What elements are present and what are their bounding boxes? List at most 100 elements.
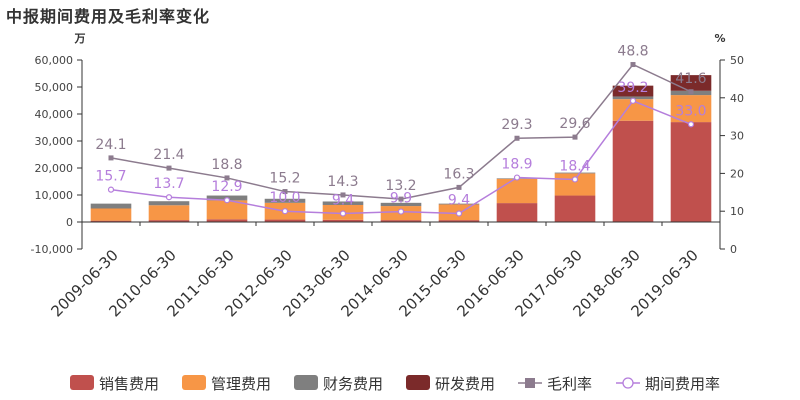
- right-axis-tick-label: 40: [730, 92, 744, 105]
- legend-marker: [525, 378, 535, 388]
- right-axis-tick-label: 10: [730, 205, 744, 218]
- point-marker-毛利率: [282, 189, 288, 195]
- left-axis-tick-label: -10,000: [31, 243, 73, 256]
- left-axis-tick-label: 30,000: [35, 135, 74, 148]
- point-marker-期间费用率: [339, 210, 347, 217]
- left-axis-tick-label: 20,000: [35, 162, 74, 175]
- point-marker-期间费用率: [571, 176, 579, 183]
- bar-segment-销售费用: [206, 219, 248, 222]
- data-label-期间费用率: 9.4: [448, 192, 470, 208]
- legend-item: 财务费用: [294, 375, 383, 393]
- data-label-期间费用率: 15.7: [95, 169, 126, 185]
- legend-label: 毛利率: [547, 375, 592, 393]
- data-label-毛利率: 18.8: [211, 157, 242, 173]
- point-marker-期间费用率: [223, 197, 231, 204]
- data-label-毛利率: 29.3: [501, 117, 532, 133]
- point-marker-毛利率: [572, 134, 578, 140]
- bar-segment-销售费用: [554, 195, 596, 222]
- data-label-期间费用率: 10.0: [269, 190, 300, 206]
- left-axis-tick-label: 50,000: [35, 81, 74, 94]
- data-label-毛利率: 29.6: [559, 116, 590, 132]
- line-layer: [107, 62, 695, 217]
- legend-label: 销售费用: [99, 375, 159, 393]
- bar-segment-财务费用: [90, 203, 132, 209]
- legend-swatch: [294, 375, 318, 390]
- point-marker-毛利率: [340, 192, 346, 198]
- legend-item: 研发费用: [406, 375, 495, 393]
- legend-item: 期间费用率: [616, 375, 720, 393]
- bar-segment-管理费用: [670, 95, 712, 123]
- left-axis-tick-label: 60,000: [35, 54, 74, 67]
- point-marker-期间费用率: [281, 208, 289, 215]
- data-label-期间费用率: 12.9: [211, 179, 242, 195]
- data-label-期间费用率: 13.7: [153, 176, 184, 192]
- legend-item: 管理费用: [182, 375, 271, 393]
- left-axis-tick-label: 40,000: [35, 108, 74, 121]
- data-label-毛利率: 14.3: [327, 174, 358, 190]
- bar-segment-销售费用: [438, 220, 480, 222]
- point-marker-毛利率: [166, 165, 172, 171]
- right-axis-tick-label: 30: [730, 130, 744, 143]
- legend-label: 管理费用: [211, 375, 271, 393]
- bar-segment-财务费用: [554, 172, 596, 174]
- label-layer: 24.1 21.4 18.8 15.2 14.3 13.2 16.3 29.3 29.6 48.8…: [95, 44, 706, 209]
- bar-segment-销售费用: [380, 220, 422, 222]
- bar-segment-销售费用: [670, 122, 712, 222]
- bar-segment-财务费用: [322, 201, 364, 205]
- right-axis-tick-label: 0: [730, 243, 737, 256]
- data-label-期间费用率: 39.2: [617, 80, 648, 96]
- data-label-期间费用率: 9.9: [390, 191, 412, 207]
- legend-label: 研发费用: [435, 375, 495, 393]
- point-marker-毛利率: [224, 175, 230, 181]
- bar-segment-财务费用: [148, 201, 190, 206]
- data-label-期间费用率: 33.0: [675, 103, 706, 119]
- bar-segment-财务费用: [438, 203, 480, 205]
- data-label-期间费用率: 18.4: [559, 158, 590, 174]
- point-marker-期间费用率: [629, 97, 637, 104]
- bar-segment-财务费用: [380, 202, 422, 207]
- point-marker-毛利率: [398, 196, 404, 202]
- point-marker-期间费用率: [397, 208, 405, 215]
- data-label-毛利率: 16.3: [443, 166, 474, 182]
- legend-swatch: [70, 375, 94, 390]
- bar-segment-管理费用: [206, 200, 248, 220]
- legend-marker: [622, 377, 634, 389]
- bar-segment-销售费用: [264, 219, 306, 222]
- bar-segment-研发费用: [612, 85, 654, 97]
- bar-segment-销售费用: [496, 203, 538, 222]
- point-marker-毛利率: [688, 89, 694, 95]
- bar-segment-管理费用: [496, 178, 538, 204]
- legend-item: 毛利率: [518, 375, 592, 393]
- data-label-毛利率: 24.1: [95, 137, 126, 153]
- legend-swatch: [406, 375, 430, 390]
- legend-label: 财务费用: [323, 375, 383, 393]
- bar-segment-财务费用: [264, 198, 306, 203]
- bar-segment-销售费用: [90, 220, 132, 222]
- bar-segment-管理费用: [90, 208, 132, 221]
- point-marker-期间费用率: [107, 186, 115, 193]
- bar-segment-销售费用: [612, 120, 654, 222]
- point-marker-期间费用率: [687, 121, 695, 128]
- legend-item: 销售费用: [70, 375, 159, 393]
- point-marker-期间费用率: [455, 210, 463, 217]
- point-marker-期间费用率: [165, 194, 173, 201]
- bar-segment-销售费用: [322, 219, 364, 222]
- bar-segment-管理费用: [148, 205, 190, 221]
- left-axis-tick-label: 0: [66, 216, 73, 229]
- right-axis-tick-label: 50: [730, 54, 744, 67]
- legend-swatch: [182, 375, 206, 390]
- left-axis-tick-label: 10,000: [35, 189, 74, 202]
- data-label-期间费用率: 18.9: [501, 157, 532, 173]
- legend: 销售费用 管理费用 财务费用 研发费用 毛利率 期间费用率: [70, 375, 720, 393]
- point-marker-期间费用率: [513, 174, 521, 181]
- point-marker-毛利率: [630, 62, 636, 68]
- data-label-毛利率: 15.2: [269, 171, 300, 187]
- point-marker-毛利率: [456, 184, 462, 190]
- point-marker-毛利率: [108, 155, 114, 161]
- right-axis-unit: %: [714, 32, 725, 45]
- data-label-期间费用率: 9.4: [332, 192, 354, 208]
- chart-title: 中报期间费用及毛利率变化: [6, 7, 211, 26]
- bar-segment-销售费用: [148, 220, 190, 222]
- data-label-毛利率: 41.6: [675, 71, 706, 87]
